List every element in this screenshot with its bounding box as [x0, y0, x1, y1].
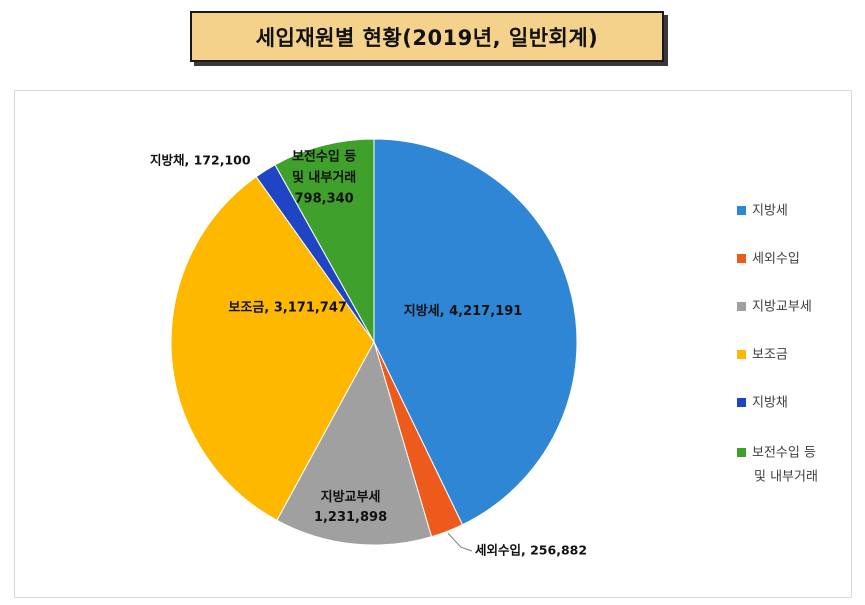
leader-line-non-tax-revenue — [447, 532, 473, 552]
legend-label-carryover-internal: 및 내부거래 — [754, 470, 818, 485]
chart-title: 세입재원별 현황(2019년, 일반회계) — [190, 11, 664, 62]
pie-slice-subsidy — [170, 175, 375, 521]
legend-label-carryover-internal: 보전수입 등 — [752, 446, 816, 461]
legend-swatch-local-bond — [737, 398, 746, 407]
data-label-non-tax-revenue: 세외수입, 256,882 — [475, 543, 587, 558]
pie-slice-local-tax — [373, 138, 578, 526]
legend-label-local-grant: 지방교부세 — [752, 300, 812, 315]
data-label-carryover-internal: 및 내부거래 — [292, 169, 356, 185]
legend-swatch-non-tax-revenue — [737, 254, 746, 263]
pie-slice-carryover-internal — [274, 138, 375, 344]
legend-swatch-subsidy — [737, 350, 746, 359]
legend-swatch-local-grant — [737, 302, 746, 311]
legend-label-non-tax-revenue: 세외수입 — [752, 252, 800, 267]
data-label-carryover-internal: 보전수입 등 — [292, 148, 356, 164]
data-label-carryover-internal: 798,340 — [295, 191, 354, 206]
legend-swatch-carryover-internal — [737, 448, 746, 457]
data-label-local-grant: 1,231,898 — [314, 510, 387, 525]
data-label-local-grant: 지방교부세 — [321, 489, 381, 505]
data-label-subsidy: 보조금, 3,171,747 — [228, 301, 347, 316]
data-label-local-tax: 지방세, 4,217,191 — [404, 303, 523, 319]
data-label-local-bond: 지방채, 172,100 — [150, 153, 251, 168]
pie-slice-local-grant — [276, 340, 433, 546]
legend-label-local-bond: 지방채 — [752, 396, 788, 411]
legend-swatch-local-tax — [737, 206, 746, 215]
legend-label-subsidy: 보조금 — [752, 348, 788, 363]
legend-label-local-tax: 지방세 — [752, 204, 788, 219]
